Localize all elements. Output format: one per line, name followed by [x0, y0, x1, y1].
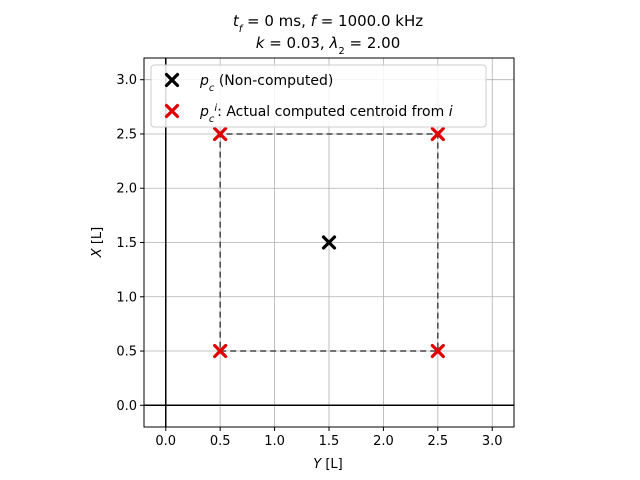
- y-tick-label: 1.0: [116, 290, 137, 305]
- legend-x-mark: [164, 72, 180, 88]
- computed-centroid-marker: [430, 343, 445, 359]
- x-axis-ticks: 0.0 0.5 1.0 1.5 2.0 2.5 3.0: [155, 427, 503, 449]
- x-tick-label: 0.0: [155, 434, 176, 449]
- y-tick-label: 0.0: [116, 399, 137, 414]
- x-tick-label: 2.5: [427, 434, 448, 449]
- y-tick-label: 1.5: [116, 236, 137, 251]
- legend-label-computed: pci: Actual computed centroid from i: [199, 103, 453, 125]
- y-tick-label: 2.0: [116, 182, 137, 197]
- legend-label-noncomputed: pc (Non-computed): [199, 73, 333, 94]
- x-tick-label: 0.5: [210, 434, 231, 449]
- computed-centroid-marker: [213, 126, 228, 142]
- chart-title-line1: tf = 0 ms, f = 1000.0 kHz: [233, 12, 423, 35]
- noncomputed-centroid-marker: [321, 235, 337, 250]
- x-axis-title: Y [L]: [313, 457, 342, 472]
- y-axis-ticks: 0.0 0.5 1.0 1.5 2.0 2.5 3.0: [116, 73, 144, 414]
- legend-marker-red-x: [164, 103, 180, 119]
- chart-title-line2: k = 0.03, λ2 = 2.00: [256, 34, 401, 57]
- computed-centroid-marker: [213, 343, 228, 359]
- computed-centroid-marker: [430, 126, 445, 142]
- x-tick-label: 2.0: [373, 434, 394, 449]
- y-tick-label: 2.5: [116, 127, 137, 142]
- legend: pc (Non-computed) pci: Actual computed c…: [150, 64, 487, 128]
- x-tick-label: 1.0: [264, 434, 285, 449]
- legend-marker-black-x: [164, 72, 180, 88]
- x-tick-label: 3.0: [482, 434, 503, 449]
- legend-box: [150, 64, 487, 128]
- x-tick-label: 1.5: [319, 434, 340, 449]
- y-tick-label: 0.5: [116, 345, 137, 360]
- data-markers: [213, 126, 445, 359]
- y-tick-label: 3.0: [116, 73, 137, 88]
- title-tf-symbol: t: [233, 12, 240, 30]
- y-axis-title: X [L]: [90, 227, 105, 258]
- legend-x-mark: [164, 103, 180, 119]
